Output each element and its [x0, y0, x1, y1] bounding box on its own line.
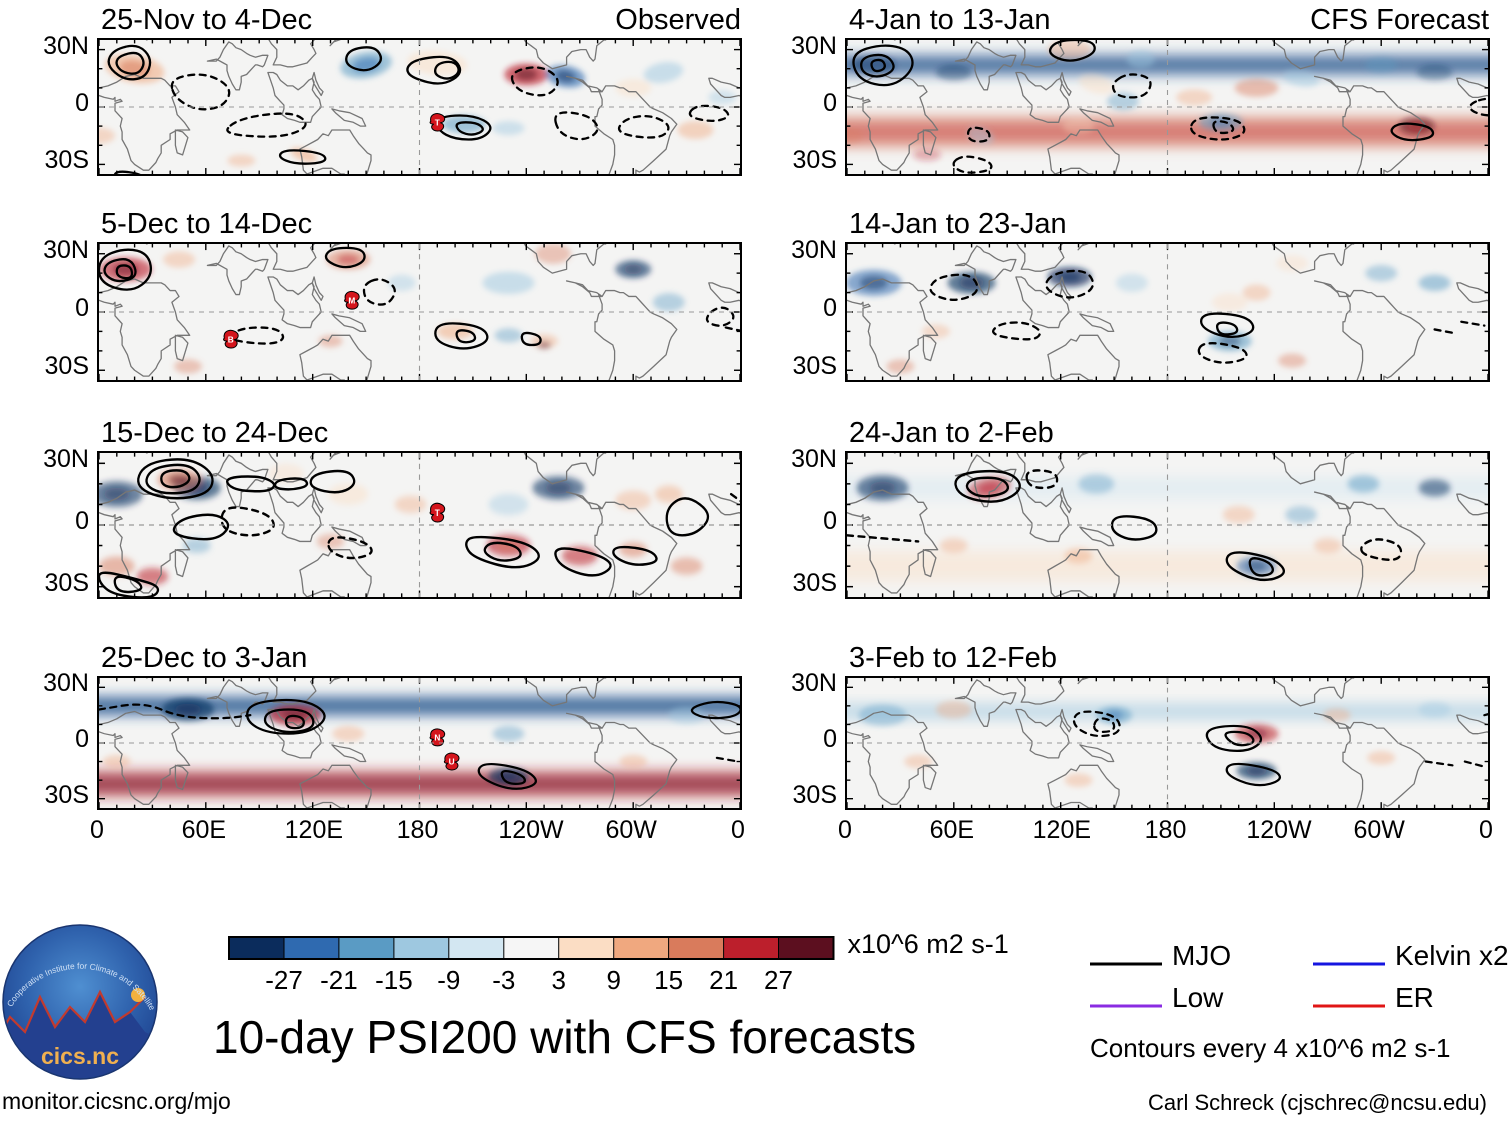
svg-text:cics.nc: cics.nc	[41, 1043, 119, 1069]
svg-text:T: T	[435, 508, 441, 518]
svg-text:U: U	[449, 758, 455, 767]
svg-text:N: N	[434, 733, 440, 742]
svg-text:M: M	[348, 295, 355, 305]
svg-text:B: B	[228, 334, 234, 344]
svg-text:T: T	[435, 117, 440, 127]
